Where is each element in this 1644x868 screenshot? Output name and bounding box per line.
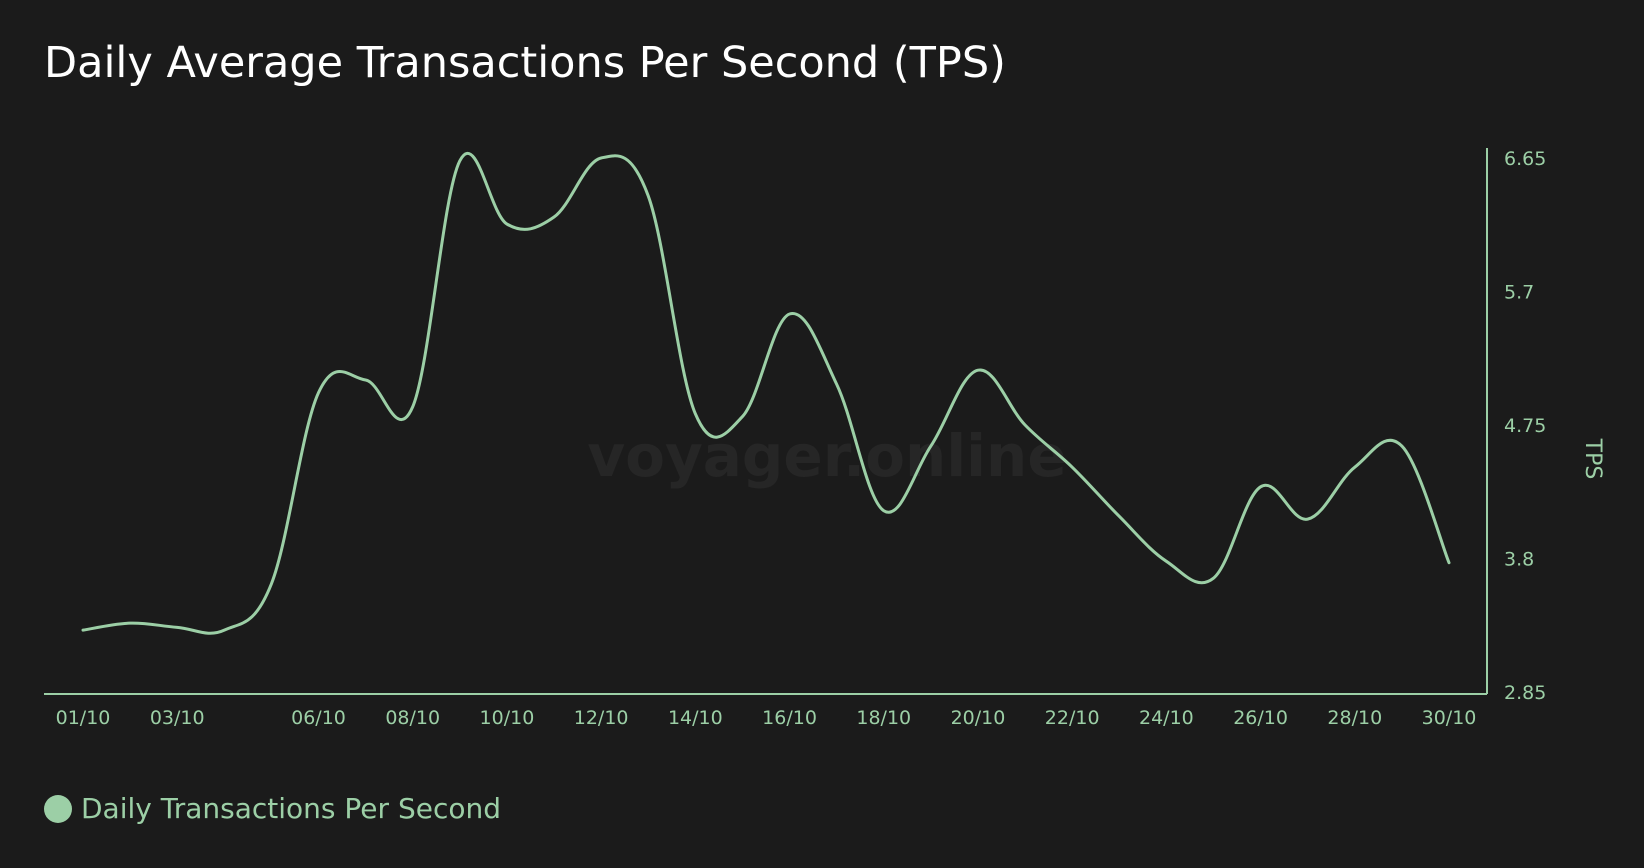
legend-marker: [44, 794, 72, 823]
y-tick-label: 4.75: [1504, 415, 1546, 437]
x-tick-label: 08/10: [385, 707, 440, 729]
data-point[interactable]: [1113, 510, 1125, 522]
y-tick-label: 5.7: [1504, 282, 1534, 304]
watermark: voyager.online: [587, 422, 1066, 490]
x-tick-label: 26/10: [1233, 707, 1288, 729]
y-tick-label: 6.65: [1504, 148, 1546, 170]
data-point[interactable]: [972, 364, 984, 376]
data-point[interactable]: [878, 505, 890, 517]
x-tick-label: 30/10: [1422, 707, 1477, 729]
data-point[interactable]: [454, 155, 466, 167]
x-tick-label: 01/10: [56, 707, 111, 729]
legend: Daily Transactions Per Second: [44, 792, 501, 825]
x-tick-labels: 01/10 03/10 06/10 08/10 10/10 12/10 14/10 16/10…: [56, 707, 1477, 729]
x-tick-label: 03/10: [150, 707, 205, 729]
data-point[interactable]: [313, 387, 325, 399]
legend-label: Daily Transactions Per Second: [81, 792, 501, 825]
x-tick-label: 24/10: [1139, 707, 1194, 729]
data-point[interactable]: [689, 408, 701, 420]
data-point[interactable]: [265, 578, 277, 590]
y-tick-label: 2.85: [1504, 682, 1546, 704]
data-point[interactable]: [595, 152, 607, 164]
data-point[interactable]: [1396, 440, 1408, 452]
data-point[interactable]: [1349, 461, 1361, 473]
data-point[interactable]: [548, 211, 560, 223]
data-point[interactable]: [77, 624, 89, 636]
series-line: [81, 151, 1451, 635]
data-point[interactable]: [360, 374, 372, 386]
data-point[interactable]: [1019, 419, 1031, 431]
data-point[interactable]: [171, 621, 183, 633]
data-point[interactable]: [831, 378, 843, 390]
y-axis-title: TPS: [1580, 438, 1605, 480]
y-tick-label: 3.8: [1504, 549, 1534, 571]
x-tick-label: 12/10: [574, 707, 629, 729]
x-tick-label: 10/10: [480, 707, 535, 729]
data-point[interactable]: [784, 308, 796, 320]
x-tick-label: 06/10: [291, 707, 346, 729]
data-point[interactable]: [501, 218, 513, 230]
x-tick-label: 18/10: [856, 707, 911, 729]
data-point[interactable]: [218, 624, 230, 636]
data-point[interactable]: [736, 411, 748, 423]
data-point[interactable]: [1443, 557, 1455, 569]
data-point[interactable]: [1160, 555, 1172, 567]
x-tick-label: 20/10: [951, 707, 1006, 729]
data-point[interactable]: [1066, 461, 1078, 473]
data-point[interactable]: [1302, 513, 1314, 525]
y-tick-labels: 2.85 3.8 4.75 5.7 6.65: [1504, 148, 1546, 704]
chart-title: Daily Average Transactions Per Second (T…: [44, 38, 1006, 88]
x-tick-label: 14/10: [668, 707, 723, 729]
data-point[interactable]: [1255, 481, 1267, 493]
x-tick-label: 16/10: [762, 707, 817, 729]
data-point[interactable]: [1207, 572, 1219, 584]
data-point[interactable]: [407, 401, 419, 413]
x-tick-label: 22/10: [1045, 707, 1100, 729]
data-point[interactable]: [925, 440, 937, 452]
data-point[interactable]: [124, 617, 136, 629]
x-tick-label: 28/10: [1327, 707, 1382, 729]
data-point[interactable]: [642, 190, 654, 202]
